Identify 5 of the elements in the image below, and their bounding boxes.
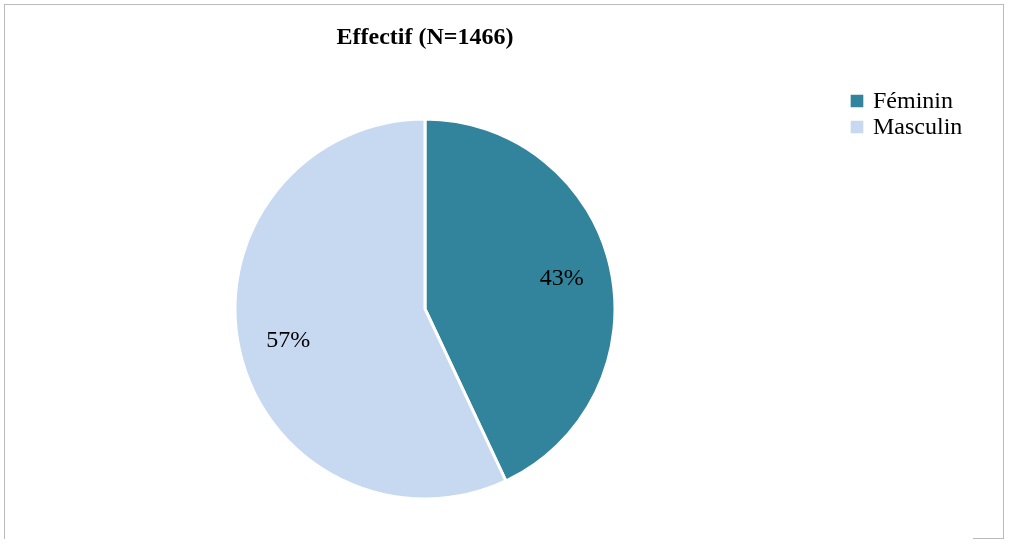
data-label: 43% (539, 264, 584, 291)
chart-title: Effectif (N=1466) (336, 23, 514, 49)
legend-label: Féminin (873, 87, 954, 113)
legend-label: Masculin (873, 113, 963, 139)
data-label: 57% (266, 325, 311, 352)
